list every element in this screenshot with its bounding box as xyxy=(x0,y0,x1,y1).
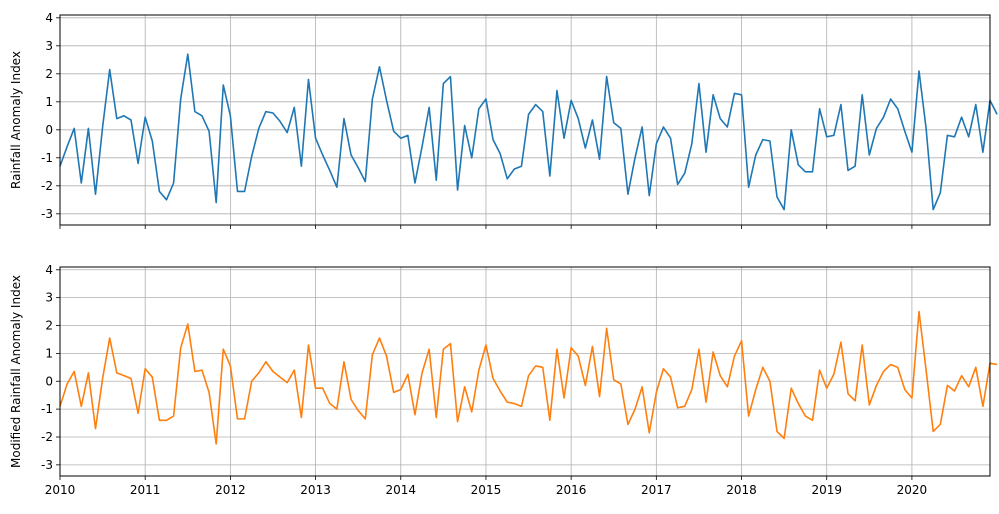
y-tick-label: 4 xyxy=(45,11,53,25)
x-tick-label: 2011 xyxy=(130,483,161,497)
y-tick-label: 3 xyxy=(45,39,53,53)
y-tick-label: -3 xyxy=(41,207,53,221)
x-tick-label: 2019 xyxy=(811,483,842,497)
x-tick-label: 2017 xyxy=(641,483,672,497)
y-tick-label: 3 xyxy=(45,291,53,305)
grid-lines xyxy=(59,267,990,476)
y-tick-label: 4 xyxy=(45,263,53,277)
series-line xyxy=(59,53,998,211)
grid-lines xyxy=(59,15,990,225)
x-tick-label: 2010 xyxy=(45,483,76,497)
y-tick-label: 0 xyxy=(45,123,53,137)
x-tick-label: 2014 xyxy=(385,483,416,497)
y-tick-label: -1 xyxy=(41,402,53,416)
y-tick-label: -2 xyxy=(41,430,53,444)
y-tick-label: 2 xyxy=(45,67,53,81)
panel-modified-rainfall-anomaly-index: -3 -2 -1 0 1 2 3 4 2010 2011 2012 2013 2014 2015 2016 2… xyxy=(9,263,998,497)
y-tick-label: -2 xyxy=(41,179,53,193)
y-axis-label: Modified Rainfall Anomaly Index xyxy=(9,275,23,468)
y-axis-label: Rainfall Anomaly Index xyxy=(9,51,23,189)
x-tick-label: 2020 xyxy=(897,483,928,497)
y-tick-label: 0 xyxy=(45,374,53,388)
y-tick-label: -3 xyxy=(41,458,53,472)
series-line xyxy=(59,310,998,445)
x-tick-label: 2013 xyxy=(300,483,331,497)
y-tick-label: 1 xyxy=(45,346,53,360)
x-tick-label: 2018 xyxy=(726,483,757,497)
plot-frame xyxy=(59,266,991,477)
plot-frame xyxy=(59,14,991,226)
x-tick-label: 2016 xyxy=(556,483,587,497)
y-tick-label: -1 xyxy=(41,151,53,165)
x-tick-label: 2012 xyxy=(215,483,246,497)
y-tick-label: 1 xyxy=(45,95,53,109)
panel-rainfall-anomaly-index: -3 -2 -1 0 1 2 3 4 Rainfall Anomaly Index xyxy=(9,11,998,229)
y-tick-label: 2 xyxy=(45,319,53,333)
x-tick-label: 2015 xyxy=(471,483,502,497)
